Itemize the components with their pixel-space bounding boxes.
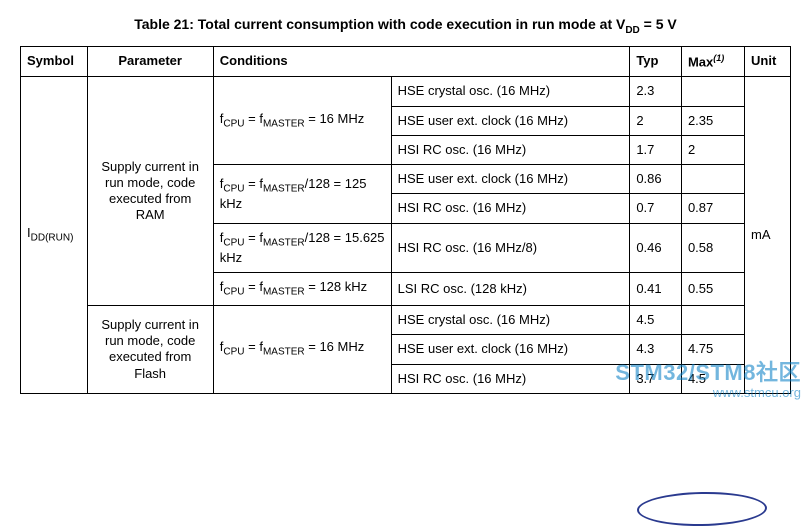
cell-osc: HSI RC osc. (16 MHz/8)	[391, 223, 630, 272]
table-row: IDD(RUN) Supply current in run mode, cod…	[21, 77, 791, 106]
cell-osc: LSI RC osc. (128 kHz)	[391, 272, 630, 305]
cell-max: 0.87	[681, 194, 744, 223]
cell-cond-g4: fCPU = fMASTER = 128 kHz	[213, 272, 391, 305]
cell-max: 2	[681, 135, 744, 164]
cell-typ: 0.86	[630, 165, 682, 194]
hdr-symbol: Symbol	[21, 46, 88, 77]
cell-max	[681, 77, 744, 106]
cell-max: 0.55	[681, 272, 744, 305]
cell-osc: HSE user ext. clock (16 MHz)	[391, 335, 630, 364]
hdr-typ: Typ	[630, 46, 682, 77]
hdr-conditions: Conditions	[213, 46, 630, 77]
cell-typ: 0.7	[630, 194, 682, 223]
cell-osc: HSE user ext. clock (16 MHz)	[391, 165, 630, 194]
cell-cond-g2: fCPU = fMASTER/128 = 125 kHz	[213, 165, 391, 224]
consumption-table: Symbol Parameter Conditions Typ Max(1) U…	[20, 46, 791, 394]
cell-cond-g5: fCPU = fMASTER = 16 MHz	[213, 306, 391, 394]
table-caption: Table 21: Total current consumption with…	[20, 16, 791, 36]
cell-max	[681, 165, 744, 194]
header-row: Symbol Parameter Conditions Typ Max(1) U…	[21, 46, 791, 77]
hdr-unit: Unit	[745, 46, 791, 77]
cell-cond-g3: fCPU = fMASTER/128 = 15.625 kHz	[213, 223, 391, 272]
cell-max: 0.58	[681, 223, 744, 272]
cell-param-flash: Supply current in run mode, code execute…	[87, 306, 213, 394]
cell-typ: 2.3	[630, 77, 682, 106]
cell-osc: HSE user ext. clock (16 MHz)	[391, 106, 630, 135]
cell-param-ram: Supply current in run mode, code execute…	[87, 77, 213, 306]
cell-typ: 0.41	[630, 272, 682, 305]
hdr-max: Max(1)	[681, 46, 744, 77]
cell-max: 2.35	[681, 106, 744, 135]
cell-osc: HSI RC osc. (16 MHz)	[391, 194, 630, 223]
cell-osc: HSE crystal osc. (16 MHz)	[391, 77, 630, 106]
cell-typ: 2	[630, 106, 682, 135]
cell-osc: HSE crystal osc. (16 MHz)	[391, 306, 630, 335]
cell-typ: 3.7	[630, 364, 682, 393]
cell-max: 4.75	[681, 335, 744, 364]
cell-typ: 1.7	[630, 135, 682, 164]
cell-typ: 0.46	[630, 223, 682, 272]
caption-suffix: = 5 V	[640, 16, 677, 32]
cell-typ: 4.3	[630, 335, 682, 364]
cell-osc: HSI RC osc. (16 MHz)	[391, 364, 630, 393]
cell-unit: mA	[745, 77, 791, 393]
caption-sub: DD	[625, 25, 639, 36]
cell-cond-g1: fCPU = fMASTER = 16 MHz	[213, 77, 391, 165]
table-row: Supply current in run mode, code execute…	[21, 306, 791, 335]
cell-max: 4.5	[681, 364, 744, 393]
cell-symbol: IDD(RUN)	[21, 77, 88, 393]
cell-typ: 4.5	[630, 306, 682, 335]
cell-osc: HSI RC osc. (16 MHz)	[391, 135, 630, 164]
caption-text: Table 21: Total current consumption with…	[134, 16, 625, 32]
cell-max	[681, 306, 744, 335]
hdr-parameter: Parameter	[87, 46, 213, 77]
